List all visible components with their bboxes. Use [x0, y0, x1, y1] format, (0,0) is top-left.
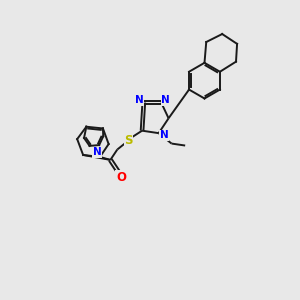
Text: N: N: [135, 95, 144, 106]
Text: S: S: [124, 134, 133, 147]
Text: O: O: [116, 171, 126, 184]
Text: N: N: [161, 95, 170, 106]
Text: N: N: [93, 148, 101, 158]
Text: N: N: [160, 130, 169, 140]
